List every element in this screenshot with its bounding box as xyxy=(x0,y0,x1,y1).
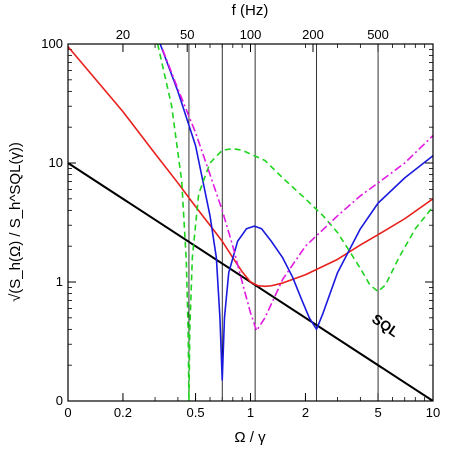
x-axis-label: Ω / γ xyxy=(234,429,266,446)
y-tick-label: 0 xyxy=(56,393,63,408)
series-line-green xyxy=(156,44,433,401)
x-tick-label: 0 xyxy=(64,405,71,420)
series-line-red xyxy=(68,46,433,288)
top-tick-label: 50 xyxy=(180,27,194,42)
series-line-blue xyxy=(159,44,433,381)
sql-annotation: SQL xyxy=(369,310,402,340)
x-tick-label: 2 xyxy=(302,405,309,420)
top-tick-label: 200 xyxy=(302,27,324,42)
y-tick-label: 1 xyxy=(56,274,63,289)
series-line-magenta xyxy=(161,49,433,332)
top-axis-label: f (Hz) xyxy=(232,2,269,19)
plot-frame xyxy=(67,43,434,402)
x-tick-label: 10 xyxy=(426,405,440,420)
top-tick-label: 20 xyxy=(116,27,130,42)
y-axis-label: √(S_h(Ω) / S_h^SQL(γ)) xyxy=(7,142,24,302)
y-tick-label: 100 xyxy=(41,36,63,51)
top-tick-label: 100 xyxy=(240,27,262,42)
x-tick-label: 5 xyxy=(374,405,381,420)
top-tick-label: 500 xyxy=(367,27,389,42)
x-tick-label: 1 xyxy=(247,405,254,420)
x-tick-label: 0.5 xyxy=(187,405,205,420)
y-tick-label: 10 xyxy=(49,155,63,170)
x-tick-label: 0.2 xyxy=(114,405,132,420)
series-group xyxy=(68,44,433,401)
